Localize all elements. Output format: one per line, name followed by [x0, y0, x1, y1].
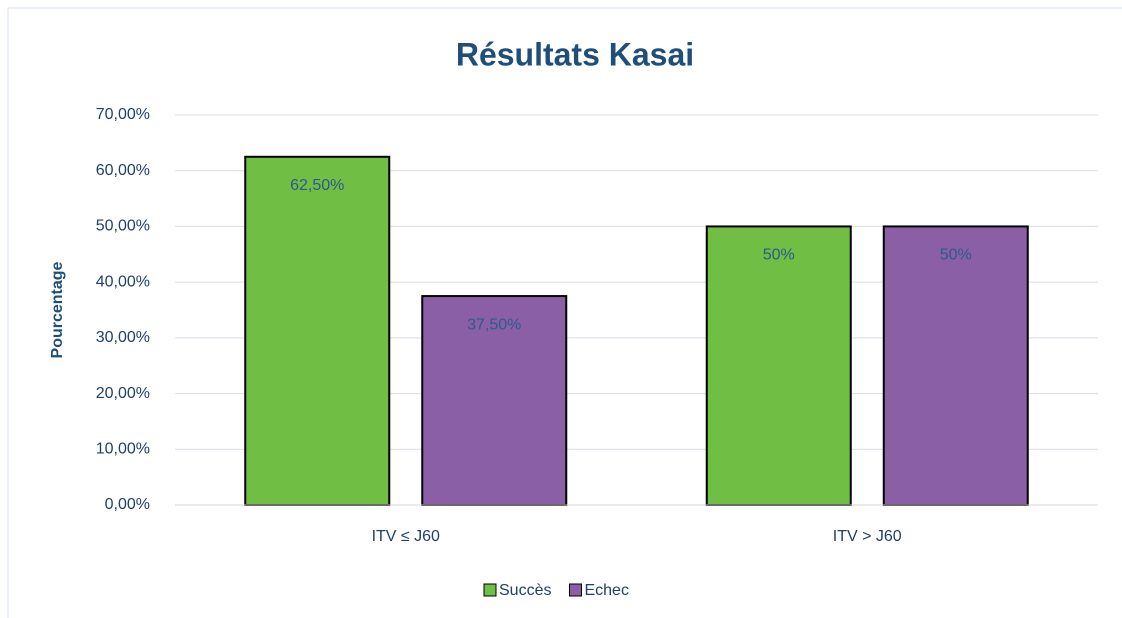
chart-frame [7, 7, 1122, 618]
y-tick-label: 70,00% [96, 106, 150, 123]
y-tick-label: 40,00% [96, 273, 150, 290]
legend-swatch [483, 583, 497, 597]
bar [882, 225, 1029, 507]
y-tick-label: 50,00% [96, 218, 150, 235]
data-label: 37,50% [467, 316, 521, 333]
x-tick-label: ITV ≤ J60 [372, 528, 440, 545]
chart-title: Résultats Kasai [456, 36, 694, 72]
bar [705, 225, 852, 507]
bar [244, 155, 391, 507]
y-tick-label: 20,00% [96, 385, 150, 402]
data-label: 50% [763, 247, 795, 264]
y-tick-label: 0,00% [105, 496, 150, 513]
y-axis-label: Pourcentage [49, 261, 66, 358]
data-label: 50% [940, 247, 972, 264]
legend-swatch [568, 583, 582, 597]
legend-label: Succès [499, 582, 551, 599]
y-tick-label: 30,00% [96, 329, 150, 346]
bar [421, 295, 568, 507]
x-tick-label: ITV > J60 [833, 528, 902, 545]
legend-label: Echec [584, 582, 628, 599]
data-label: 62,50% [290, 177, 344, 194]
y-tick-label: 60,00% [96, 162, 150, 179]
y-tick-label: 10,00% [96, 441, 150, 458]
